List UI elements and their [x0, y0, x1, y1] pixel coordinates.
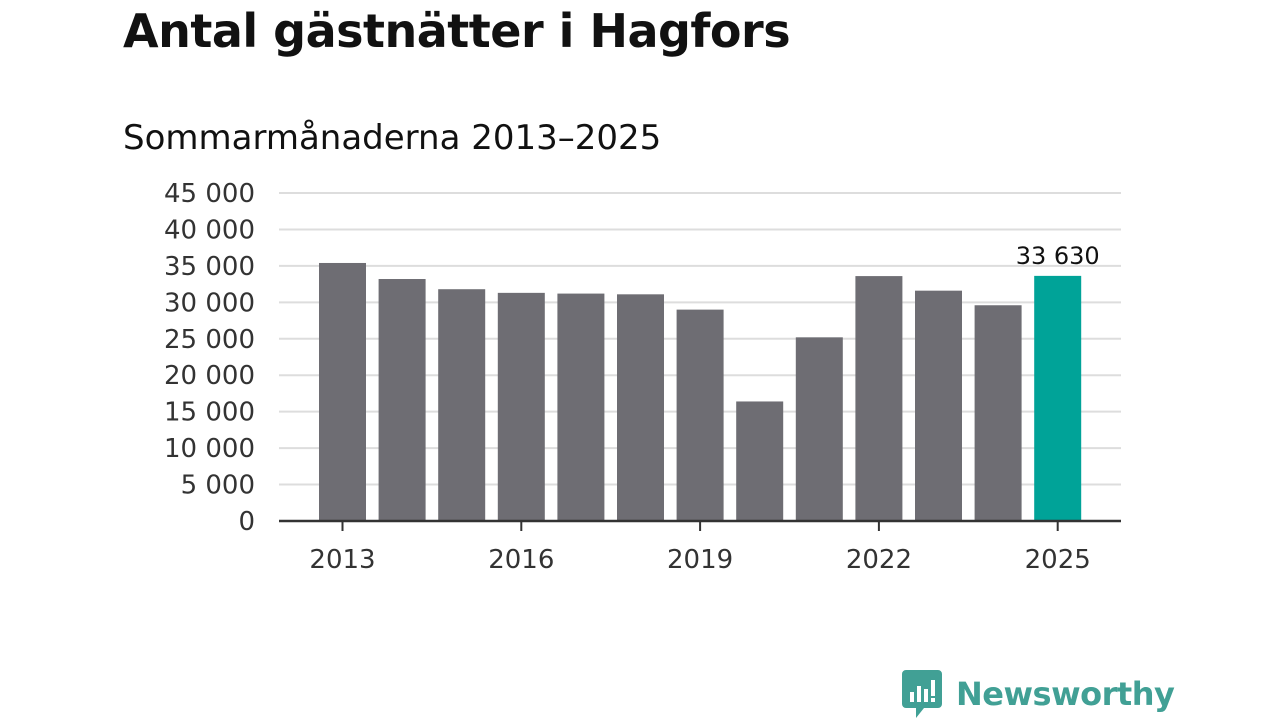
bar-2014 [378, 279, 426, 521]
bar-2023 [915, 290, 962, 521]
bar-2017 [557, 293, 605, 521]
bars [319, 262, 1082, 521]
y-tick-label: 30 000 [164, 288, 255, 318]
y-tick-label: 20 000 [164, 361, 255, 391]
x-tick-label: 2025 [1025, 545, 1091, 575]
y-tick-label: 15 000 [164, 398, 255, 428]
newsworthy-logo-icon [902, 670, 942, 718]
bar-2018 [617, 294, 664, 521]
bar-2025 [1034, 275, 1082, 521]
x-tick-label: 2019 [667, 545, 733, 575]
x-tick-label: 2016 [488, 545, 554, 575]
bar-2016 [497, 292, 545, 521]
y-tick-label: 45 000 [164, 179, 255, 209]
chart-title: Antal gästnätter i Hagfors [123, 4, 791, 58]
bar-2019 [676, 309, 724, 521]
y-tick-label: 0 [238, 507, 255, 537]
annotations: 33 630 [1016, 242, 1100, 270]
y-axis-labels: 0 5 000 10 000 15 000 20 000 25 000 30 000 35 0… [164, 179, 255, 537]
x-tick-label: 2022 [846, 545, 912, 575]
y-tick-label: 10 000 [164, 434, 255, 464]
brand-name: Newsworthy [956, 675, 1175, 713]
data-label-2025: 33 630 [1016, 242, 1100, 270]
bar-2015 [438, 289, 486, 521]
y-tick-label: 35 000 [164, 252, 255, 282]
bar-2021 [795, 337, 843, 521]
chart-subtitle: Sommarmånaderna 2013–2025 [123, 118, 662, 158]
y-tick-label: 40 000 [164, 215, 255, 245]
bar-2013 [319, 262, 366, 521]
bar-2020 [736, 401, 784, 521]
bar-2024 [974, 305, 1022, 521]
x-tick-label: 2013 [309, 545, 375, 575]
brand-logo: Newsworthy [902, 670, 1175, 718]
x-axis: 2013 2016 2019 2022 2025 [279, 519, 1121, 575]
bar-2022 [855, 276, 903, 521]
y-tick-label: 25 000 [164, 325, 255, 355]
y-tick-label: 5 000 [181, 471, 255, 501]
